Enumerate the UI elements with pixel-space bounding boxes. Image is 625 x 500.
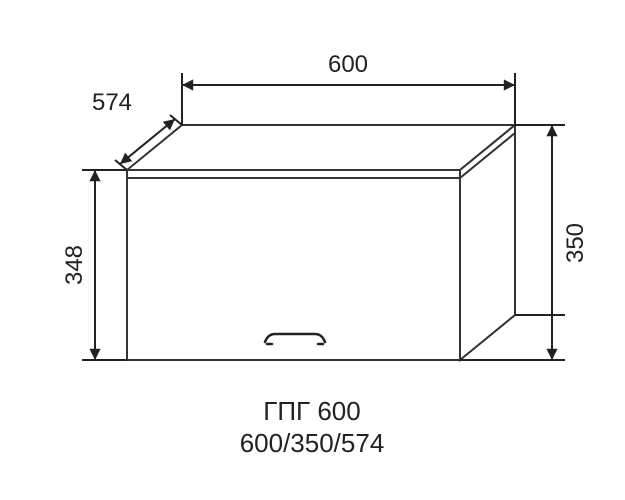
dimension-width-value: 600 bbox=[328, 51, 368, 78]
diagram-container: 600 574 348 350 ГПГ 600 600/350/574 bbox=[0, 0, 625, 500]
specs-label: 600/350/574 bbox=[240, 428, 385, 458]
dimension-depth-value: 574 bbox=[92, 89, 132, 116]
dimension-width bbox=[182, 73, 515, 125]
cabinet-body bbox=[127, 125, 515, 360]
dimension-total-height-value: 350 bbox=[562, 223, 589, 263]
technical-drawing: 600 574 348 350 ГПГ 600 600/350/574 bbox=[0, 0, 625, 500]
model-label: ГПГ 600 bbox=[263, 396, 360, 426]
dimension-front-height-value: 348 bbox=[61, 245, 88, 285]
dimension-front-height bbox=[82, 170, 127, 360]
